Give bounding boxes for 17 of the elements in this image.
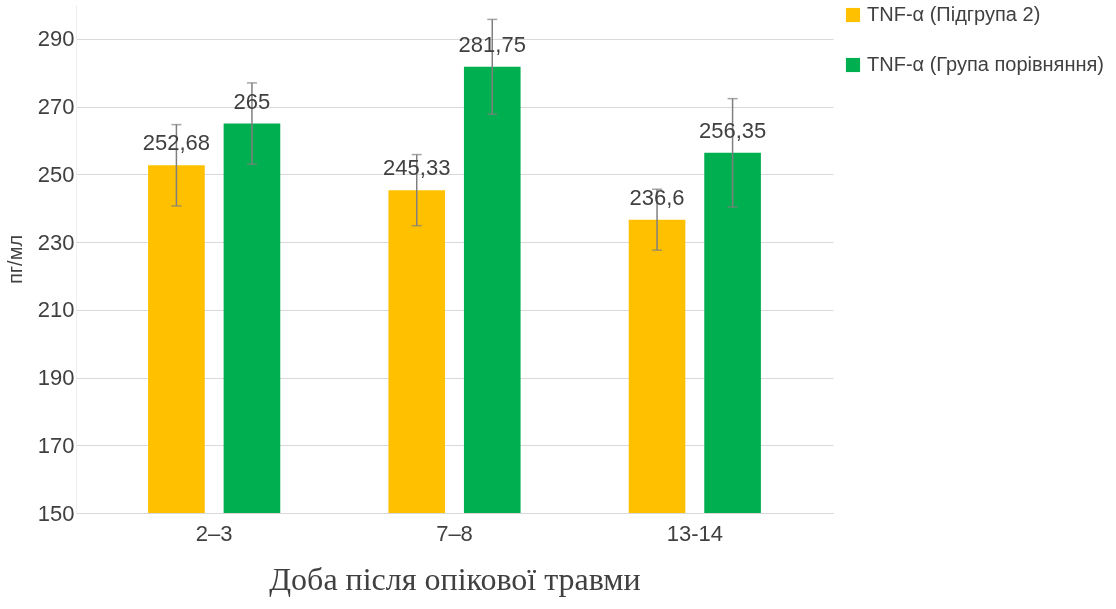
- y-tick-label: 190: [37, 365, 75, 391]
- legend-label: TNF-α (Підгрупа 2): [867, 3, 1041, 25]
- x-axis-title: Доба після опікової травми: [269, 560, 641, 597]
- x-tick-label: 7–8: [436, 520, 473, 546]
- y-tick-label: 170: [37, 432, 75, 458]
- data-label: 265: [233, 88, 271, 114]
- y-tick-label: 150: [37, 500, 75, 526]
- y-tick-label: 230: [37, 229, 75, 255]
- data-label: 236,6: [629, 184, 685, 210]
- y-tick-label: 290: [37, 26, 75, 52]
- y-tick-label: 210: [37, 297, 75, 323]
- y-tick-label: 270: [37, 94, 75, 120]
- legend-label: TNF-α (Група порівняння): [867, 53, 1105, 75]
- y-axis-title: пг/мл: [3, 234, 26, 285]
- y-tick-label: 250: [37, 161, 75, 187]
- x-tick-label: 13-14: [666, 520, 723, 546]
- x-tick-label: 2–3: [195, 520, 233, 546]
